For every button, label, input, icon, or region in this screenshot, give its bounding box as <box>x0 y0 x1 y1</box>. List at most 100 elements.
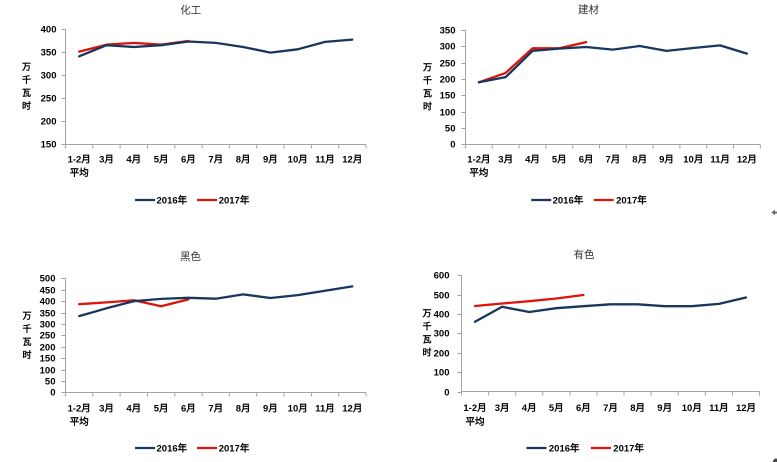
svg-text:4月: 4月 <box>126 155 141 166</box>
svg-text:3月: 3月 <box>99 155 114 166</box>
svg-text:300: 300 <box>41 71 57 82</box>
svg-text:200: 200 <box>434 349 450 360</box>
svg-text:150: 150 <box>41 140 57 151</box>
svg-text:10月: 10月 <box>288 155 308 166</box>
svg-text:10月: 10月 <box>683 155 703 166</box>
svg-text:瓦: 瓦 <box>22 88 31 98</box>
svg-text:6月: 6月 <box>181 155 196 166</box>
svg-text:350: 350 <box>440 26 456 37</box>
svg-text:9月: 9月 <box>657 403 672 414</box>
svg-text:0: 0 <box>444 388 449 399</box>
svg-text:150: 150 <box>440 91 456 102</box>
svg-text:250: 250 <box>40 331 56 342</box>
svg-text:时: 时 <box>423 101 432 112</box>
svg-text:100: 100 <box>40 366 56 377</box>
svg-text:2016年: 2016年 <box>157 194 188 206</box>
svg-text:8月: 8月 <box>236 155 251 166</box>
svg-text:平均: 平均 <box>469 167 489 179</box>
svg-text:300: 300 <box>440 42 456 53</box>
svg-text:建材: 建材 <box>578 3 599 16</box>
svg-text:平均: 平均 <box>465 416 485 428</box>
svg-text:万: 万 <box>422 63 432 73</box>
svg-text:时: 时 <box>22 349 31 360</box>
svg-text:化工: 化工 <box>180 4 201 17</box>
svg-text:6月: 6月 <box>576 403 591 414</box>
svg-text:6月: 6月 <box>579 155 594 166</box>
svg-text:5月: 5月 <box>549 403 564 414</box>
svg-text:5月: 5月 <box>154 404 169 415</box>
svg-text:400: 400 <box>434 310 450 321</box>
svg-text:2016年: 2016年 <box>549 442 580 454</box>
svg-text:11月: 11月 <box>315 155 335 166</box>
svg-text:7月: 7月 <box>606 155 621 166</box>
svg-text:600: 600 <box>434 271 450 282</box>
svg-text:8月: 8月 <box>630 403 645 414</box>
svg-text:1-2月: 1-2月 <box>68 155 91 166</box>
svg-text:4月: 4月 <box>525 155 540 166</box>
svg-text:千: 千 <box>423 75 432 86</box>
svg-text:2016年: 2016年 <box>553 194 584 206</box>
svg-text:3月: 3月 <box>498 155 513 166</box>
svg-text:300: 300 <box>434 329 450 340</box>
svg-text:12月: 12月 <box>737 155 757 166</box>
svg-text:万: 万 <box>21 62 31 72</box>
svg-text:1-2月: 1-2月 <box>463 403 486 414</box>
svg-text:250: 250 <box>440 59 456 70</box>
svg-text:350: 350 <box>40 309 56 320</box>
svg-text:11月: 11月 <box>710 155 730 166</box>
svg-text:10月: 10月 <box>682 403 702 414</box>
svg-text:瓦: 瓦 <box>22 337 31 347</box>
svg-text:200: 200 <box>41 117 57 128</box>
svg-text:4月: 4月 <box>522 403 537 414</box>
svg-text:450: 450 <box>40 286 56 297</box>
svg-text:平均: 平均 <box>70 167 90 179</box>
svg-text:2016年: 2016年 <box>157 442 188 454</box>
svg-text:万: 万 <box>421 309 431 319</box>
svg-text:50: 50 <box>45 377 56 388</box>
svg-text:瓦: 瓦 <box>423 89 432 99</box>
svg-text:50: 50 <box>445 124 456 135</box>
svg-text:250: 250 <box>41 94 57 105</box>
svg-text:8月: 8月 <box>236 404 251 415</box>
svg-text:0: 0 <box>450 140 455 151</box>
svg-text:200: 200 <box>440 75 456 86</box>
svg-text:5月: 5月 <box>154 155 169 166</box>
svg-text:2017年: 2017年 <box>613 442 644 454</box>
svg-text:9月: 9月 <box>659 155 674 166</box>
svg-text:时: 时 <box>22 100 31 111</box>
svg-text:2017年: 2017年 <box>219 194 250 206</box>
svg-text:1-2月: 1-2月 <box>467 155 490 166</box>
svg-text:7月: 7月 <box>208 404 223 415</box>
svg-text:2017年: 2017年 <box>616 194 647 206</box>
svg-text:千: 千 <box>22 74 31 85</box>
svg-text:400: 400 <box>40 297 56 308</box>
svg-text:10月: 10月 <box>288 404 308 415</box>
svg-text:12月: 12月 <box>736 403 756 414</box>
svg-text:2017年: 2017年 <box>219 442 250 454</box>
svg-text:4月: 4月 <box>126 404 141 415</box>
svg-text:100: 100 <box>440 108 456 119</box>
svg-text:100: 100 <box>434 368 450 379</box>
svg-text:3月: 3月 <box>99 404 114 415</box>
svg-text:千: 千 <box>22 323 31 334</box>
svg-text:5月: 5月 <box>552 155 567 166</box>
svg-text:500: 500 <box>434 291 450 302</box>
svg-text:200: 200 <box>40 343 56 354</box>
svg-text:平均: 平均 <box>70 416 90 428</box>
svg-text:12月: 12月 <box>342 155 362 166</box>
svg-text:11月: 11月 <box>709 403 729 414</box>
svg-text:黑色: 黑色 <box>180 250 201 263</box>
svg-text:3月: 3月 <box>495 403 510 414</box>
svg-text:万: 万 <box>21 311 31 321</box>
svg-text:500: 500 <box>40 274 56 285</box>
svg-text:8月: 8月 <box>632 155 647 166</box>
svg-text:350: 350 <box>41 48 57 59</box>
svg-text:11月: 11月 <box>315 404 335 415</box>
svg-text:时: 时 <box>422 347 431 358</box>
svg-text:7月: 7月 <box>603 403 618 414</box>
svg-text:1-2月: 1-2月 <box>68 404 91 415</box>
svg-text:400: 400 <box>41 25 57 36</box>
svg-text:瓦: 瓦 <box>422 335 431 345</box>
svg-text:9月: 9月 <box>263 404 278 415</box>
svg-text:150: 150 <box>40 354 56 365</box>
